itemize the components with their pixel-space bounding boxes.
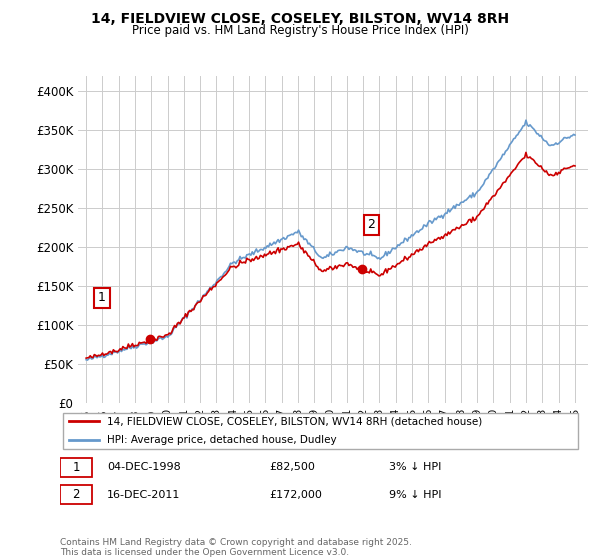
Text: 2: 2 bbox=[73, 488, 80, 501]
Text: Contains HM Land Registry data © Crown copyright and database right 2025.
This d: Contains HM Land Registry data © Crown c… bbox=[60, 538, 412, 557]
Text: 9% ↓ HPI: 9% ↓ HPI bbox=[389, 489, 442, 500]
Text: 16-DEC-2011: 16-DEC-2011 bbox=[107, 489, 181, 500]
Text: HPI: Average price, detached house, Dudley: HPI: Average price, detached house, Dudl… bbox=[107, 435, 337, 445]
Text: £82,500: £82,500 bbox=[269, 462, 314, 472]
Text: 1: 1 bbox=[73, 461, 80, 474]
FancyBboxPatch shape bbox=[62, 413, 578, 449]
Text: Price paid vs. HM Land Registry's House Price Index (HPI): Price paid vs. HM Land Registry's House … bbox=[131, 24, 469, 37]
Text: 04-DEC-1998: 04-DEC-1998 bbox=[107, 462, 181, 472]
Text: 2: 2 bbox=[367, 218, 375, 231]
Text: 1: 1 bbox=[98, 291, 106, 305]
FancyBboxPatch shape bbox=[60, 485, 92, 504]
Text: 14, FIELDVIEW CLOSE, COSELEY, BILSTON, WV14 8RH (detached house): 14, FIELDVIEW CLOSE, COSELEY, BILSTON, W… bbox=[107, 417, 482, 426]
Text: 3% ↓ HPI: 3% ↓ HPI bbox=[389, 462, 441, 472]
FancyBboxPatch shape bbox=[60, 458, 92, 477]
Text: £172,000: £172,000 bbox=[269, 489, 322, 500]
Text: 14, FIELDVIEW CLOSE, COSELEY, BILSTON, WV14 8RH: 14, FIELDVIEW CLOSE, COSELEY, BILSTON, W… bbox=[91, 12, 509, 26]
